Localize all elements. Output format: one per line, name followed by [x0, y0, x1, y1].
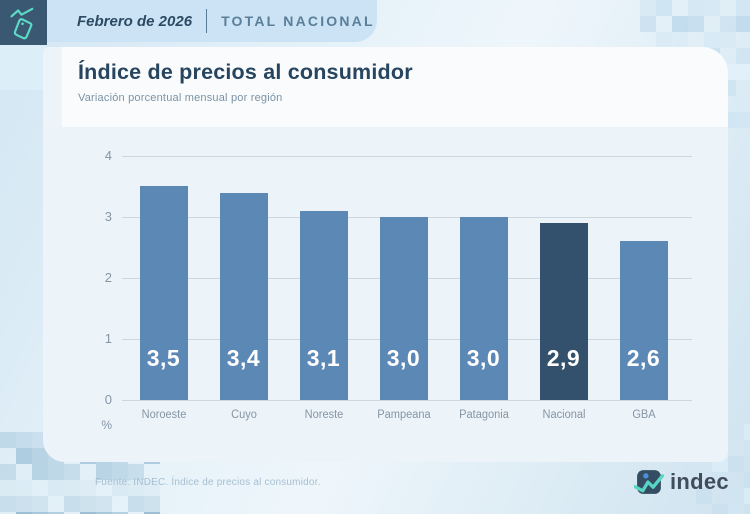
mosaic-cell [736, 96, 750, 112]
mosaic-cell [16, 496, 32, 512]
mosaic-cell [736, 0, 750, 16]
mosaic-cell [128, 464, 144, 480]
mosaic-cell [48, 464, 64, 480]
mosaic-cell [144, 480, 160, 496]
mosaic-cell [672, 32, 688, 48]
mosaic-cell [736, 48, 750, 64]
mosaic-cell [48, 480, 64, 496]
title-panel: Índice de precios al consumidor Variació… [62, 47, 728, 127]
mosaic-cell [728, 504, 744, 514]
mosaic-cell [96, 496, 112, 512]
mosaic-cell [744, 472, 750, 488]
mosaic-cell [64, 464, 80, 480]
mosaic-cell [112, 512, 128, 514]
mosaic-cell [16, 448, 32, 464]
mosaic-cell [720, 16, 736, 32]
mosaic-cell [128, 480, 144, 496]
header-band: Febrero de 2026 TOTAL NACIONAL [47, 0, 377, 42]
mosaic-cell [736, 16, 750, 32]
indec-logo-icon [634, 470, 665, 494]
mosaic-cell [728, 488, 744, 504]
mosaic-cell [80, 512, 96, 514]
mosaic-cell [16, 512, 32, 514]
chart-subtitle: Variación porcentual mensual por región [78, 92, 283, 104]
mosaic-cell [16, 480, 32, 496]
mosaic-cell [144, 512, 160, 514]
mosaic-cell [672, 16, 688, 32]
mosaic-cell [712, 472, 728, 488]
mosaic-cell [704, 32, 720, 48]
mosaic-cell [80, 496, 96, 512]
mosaic-cell [144, 496, 160, 512]
mosaic-cell [720, 32, 736, 48]
mosaic-cell [32, 464, 48, 480]
mosaic-cell [0, 464, 16, 480]
mosaic-cell [64, 496, 80, 512]
mosaic-cell [640, 16, 656, 32]
mosaic-cell [656, 32, 672, 48]
mosaic-cell [96, 464, 112, 480]
price-tag-icon [9, 7, 33, 39]
scope-label: TOTAL NACIONAL [221, 13, 375, 29]
mosaic-cell [696, 472, 712, 488]
mosaic-cell [96, 512, 112, 514]
header-divider [206, 9, 208, 33]
mosaic-cell [32, 496, 48, 512]
mosaic-cell [656, 0, 672, 16]
mosaic-cell [0, 496, 16, 512]
mosaic-cell [128, 496, 144, 512]
mosaic-cell [0, 480, 16, 496]
mosaic-cell [728, 456, 744, 472]
mosaic-cell [112, 464, 128, 480]
mosaic-cell [32, 512, 48, 514]
indec-logo-text: indec [670, 468, 729, 494]
mosaic-cell [744, 424, 750, 440]
mosaic-cell [712, 504, 728, 514]
brand-square [0, 0, 47, 45]
mosaic-cell [32, 448, 48, 464]
mosaic-cell [696, 488, 712, 504]
mosaic-cell [112, 480, 128, 496]
mosaic-cell [744, 440, 750, 456]
mosaic-cell [48, 512, 64, 514]
mosaic-cell [0, 45, 47, 90]
mosaic-cell [640, 0, 656, 16]
mosaic-cell [728, 440, 744, 456]
mosaic-cell [688, 0, 704, 16]
mosaic-cell [16, 432, 32, 448]
mosaic-cell [688, 16, 704, 32]
mosaic-cell [64, 480, 80, 496]
source-note: Fuente: INDEC. Índice de precios al cons… [95, 477, 321, 488]
mosaic-cell [736, 64, 750, 80]
mosaic-cell [80, 480, 96, 496]
indec-logo: indec [634, 466, 729, 497]
mosaic-cell [0, 432, 16, 448]
mosaic-cell [744, 488, 750, 504]
mosaic-cell [704, 0, 720, 16]
period-label: Febrero de 2026 [77, 12, 193, 30]
chart-title: Índice de precios al consumidor [78, 60, 413, 84]
mosaic-cell [736, 112, 750, 128]
